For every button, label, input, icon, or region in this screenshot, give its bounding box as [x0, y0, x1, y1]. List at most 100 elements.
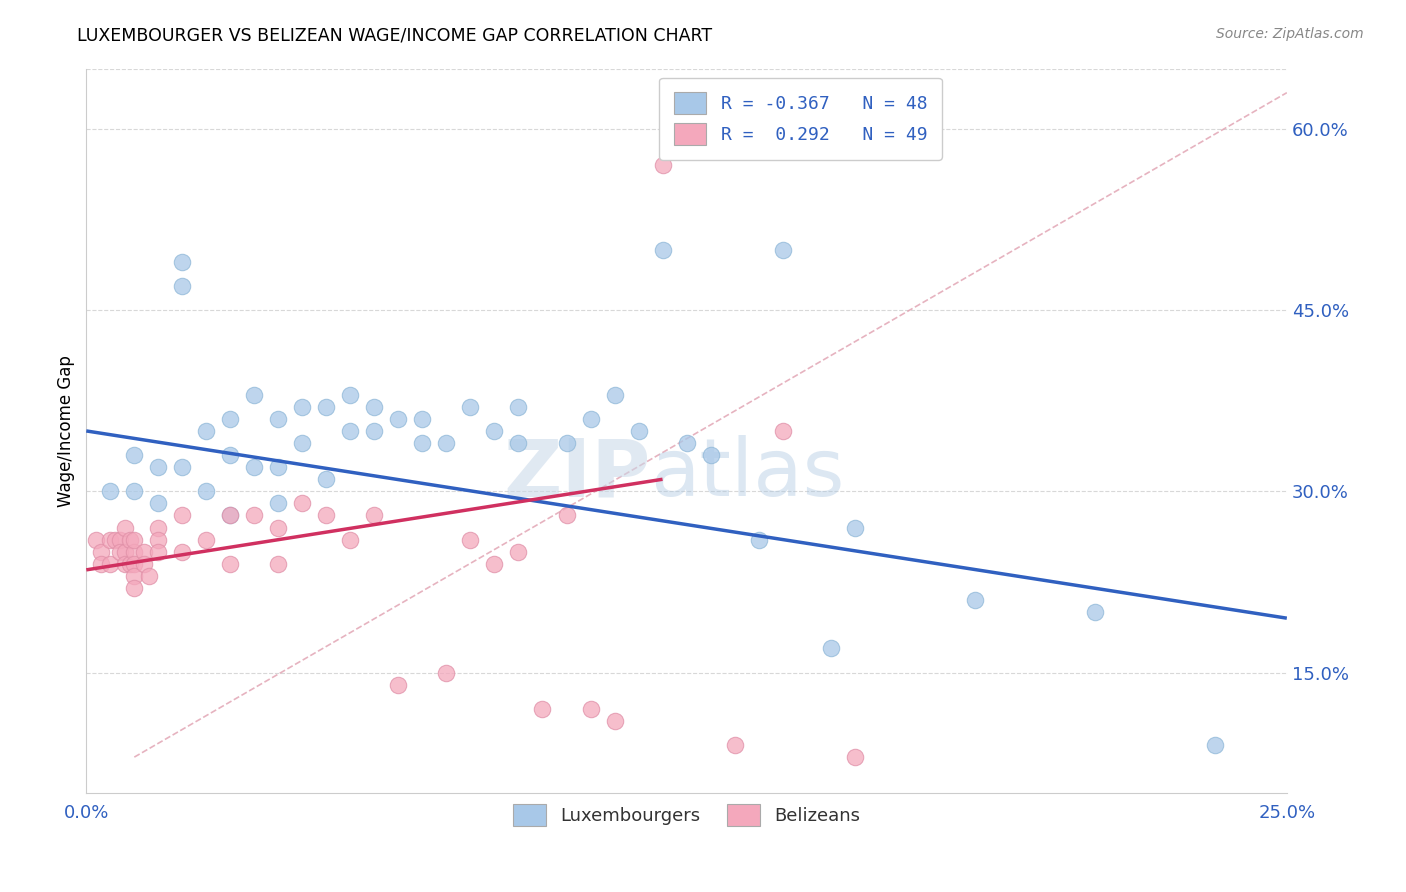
Point — [114, 557, 136, 571]
Point — [579, 412, 602, 426]
Point — [603, 714, 626, 728]
Point — [98, 533, 121, 547]
Point — [267, 460, 290, 475]
Point — [148, 460, 170, 475]
Point — [411, 436, 433, 450]
Point — [531, 702, 554, 716]
Text: ZIP: ZIP — [503, 435, 651, 514]
Point — [844, 520, 866, 534]
Y-axis label: Wage/Income Gap: Wage/Income Gap — [58, 355, 75, 507]
Point — [132, 545, 155, 559]
Point — [963, 593, 986, 607]
Point — [651, 243, 673, 257]
Point — [627, 424, 650, 438]
Point — [772, 424, 794, 438]
Point — [114, 520, 136, 534]
Point — [118, 533, 141, 547]
Point — [363, 508, 385, 523]
Point — [363, 424, 385, 438]
Point — [172, 460, 194, 475]
Point — [98, 557, 121, 571]
Point — [195, 533, 218, 547]
Point — [267, 496, 290, 510]
Point — [484, 557, 506, 571]
Point — [138, 569, 160, 583]
Point — [124, 581, 146, 595]
Point — [460, 533, 482, 547]
Point — [148, 545, 170, 559]
Point — [579, 702, 602, 716]
Point — [219, 412, 242, 426]
Point — [219, 448, 242, 462]
Point — [508, 436, 530, 450]
Text: atlas: atlas — [651, 435, 845, 514]
Point — [460, 400, 482, 414]
Point — [172, 279, 194, 293]
Point — [339, 533, 361, 547]
Point — [1084, 605, 1107, 619]
Point — [124, 448, 146, 462]
Text: Source: ZipAtlas.com: Source: ZipAtlas.com — [1216, 27, 1364, 41]
Point — [508, 400, 530, 414]
Point — [108, 533, 131, 547]
Point — [124, 533, 146, 547]
Point — [844, 750, 866, 764]
Point — [1204, 738, 1226, 752]
Point — [124, 545, 146, 559]
Point — [148, 533, 170, 547]
Point — [315, 508, 337, 523]
Point — [436, 665, 458, 680]
Point — [219, 557, 242, 571]
Point — [132, 557, 155, 571]
Point — [98, 484, 121, 499]
Point — [387, 412, 409, 426]
Point — [387, 678, 409, 692]
Point — [411, 412, 433, 426]
Point — [124, 557, 146, 571]
Point — [114, 545, 136, 559]
Legend: Luxembourgers, Belizeans: Luxembourgers, Belizeans — [503, 795, 869, 835]
Point — [699, 448, 721, 462]
Point — [267, 520, 290, 534]
Point — [603, 387, 626, 401]
Point — [291, 400, 314, 414]
Point — [124, 484, 146, 499]
Point — [748, 533, 770, 547]
Point — [243, 387, 266, 401]
Point — [148, 496, 170, 510]
Point — [267, 557, 290, 571]
Point — [148, 520, 170, 534]
Point — [90, 557, 112, 571]
Point — [315, 472, 337, 486]
Point — [291, 496, 314, 510]
Point — [675, 436, 697, 450]
Point — [820, 641, 842, 656]
Point — [124, 569, 146, 583]
Point — [772, 243, 794, 257]
Point — [291, 436, 314, 450]
Point — [555, 508, 578, 523]
Point — [219, 508, 242, 523]
Point — [195, 484, 218, 499]
Point — [104, 533, 127, 547]
Point — [172, 255, 194, 269]
Point — [172, 545, 194, 559]
Point — [508, 545, 530, 559]
Point — [484, 424, 506, 438]
Point — [339, 424, 361, 438]
Text: LUXEMBOURGER VS BELIZEAN WAGE/INCOME GAP CORRELATION CHART: LUXEMBOURGER VS BELIZEAN WAGE/INCOME GAP… — [77, 27, 713, 45]
Point — [243, 508, 266, 523]
Point — [108, 545, 131, 559]
Point — [555, 436, 578, 450]
Point — [651, 158, 673, 172]
Point — [219, 508, 242, 523]
Point — [363, 400, 385, 414]
Point — [90, 545, 112, 559]
Point — [267, 412, 290, 426]
Point — [84, 533, 107, 547]
Point — [118, 557, 141, 571]
Point — [436, 436, 458, 450]
Point — [723, 738, 745, 752]
Point — [243, 460, 266, 475]
Point — [339, 387, 361, 401]
